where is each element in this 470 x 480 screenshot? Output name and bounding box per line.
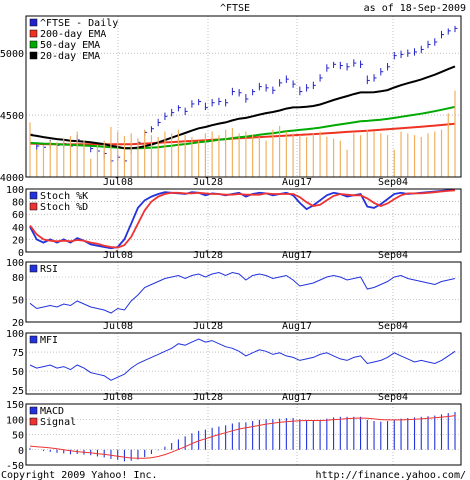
y-tick-label: 100 xyxy=(6,329,24,340)
y-tick-label: 100 xyxy=(6,258,24,269)
y-tick-label: 20 xyxy=(12,235,24,246)
x-tick-label: Aug17 xyxy=(282,321,312,332)
legend-label: ^FTSE - Daily xyxy=(40,18,118,29)
series-line-50-day-ema xyxy=(29,105,456,150)
x-tick-label: Jul28 xyxy=(193,321,223,332)
y-tick-label: 50 xyxy=(12,367,24,378)
y-tick-label: 0 xyxy=(18,248,24,259)
y-tick-label: 75 xyxy=(12,348,24,359)
legend-swatch xyxy=(29,29,38,38)
chart-symbol: ^FTSE xyxy=(220,3,250,14)
y-tick-label: 4500 xyxy=(0,111,24,122)
legend-label: Stoch %K xyxy=(40,191,88,202)
legend-label: Stoch %D xyxy=(40,202,88,213)
series-line-20-day-ema xyxy=(29,65,456,150)
y-tick-label: 100 xyxy=(6,185,24,196)
x-tick-label: Jul28 xyxy=(193,392,223,403)
y-tick-label: 150 xyxy=(6,400,24,411)
y-tick-label: 40 xyxy=(12,223,24,234)
y-tick-label: 5000 xyxy=(0,49,24,60)
x-tick-label: Sep04 xyxy=(378,392,408,403)
x-tick-label: Jul08 xyxy=(103,250,133,261)
x-tick-label: Jul28 xyxy=(193,250,223,261)
x-tick-label: Sep04 xyxy=(378,250,408,261)
y-tick-label: 80 xyxy=(12,273,24,284)
panel-frame xyxy=(25,332,462,395)
x-tick-label: Jul08 xyxy=(103,392,133,403)
legend-label: MFI xyxy=(40,335,58,346)
y-tick-label: 4000 xyxy=(0,173,24,184)
legend-label: Signal xyxy=(40,417,76,428)
legend-swatch xyxy=(29,191,38,200)
panel-frame xyxy=(25,403,462,466)
x-tick-label: Jul08 xyxy=(103,177,133,188)
legend-swatch xyxy=(29,264,38,273)
legend-label: RSI xyxy=(40,264,58,275)
legend: MFI xyxy=(29,335,58,346)
panel-frame xyxy=(25,261,462,323)
x-tick-label: Aug17 xyxy=(282,250,312,261)
series-line-signal xyxy=(29,415,456,459)
y-tick-label: 20 xyxy=(12,318,24,329)
y-tick-label: 0 xyxy=(18,446,24,457)
series-line-200-day-ema xyxy=(29,122,456,146)
series-line-stoch-d xyxy=(29,189,456,249)
legend: RSI xyxy=(29,264,58,275)
legend-swatch xyxy=(29,417,38,426)
legend-label: MACD xyxy=(40,406,64,417)
legend-swatch xyxy=(29,51,38,60)
x-tick-label: Jul28 xyxy=(193,177,223,188)
y-tick-label: 80 xyxy=(12,198,24,209)
legend-swatch xyxy=(29,40,38,49)
copyright-text: Copyright 2009 Yahoo! Inc. xyxy=(1,470,158,480)
panel-price: 4000 4500 5000 Jul08 Jul28 Aug17 Sep04 ^FTSE - … xyxy=(0,15,462,188)
x-tick-label: Aug17 xyxy=(282,392,312,403)
legend-label: 20-day EMA xyxy=(40,51,100,62)
y-tick-label: 50 xyxy=(12,296,24,307)
y-tick-label: 60 xyxy=(12,210,24,221)
panel-mfi: 25 50 75 100 Jul08 Jul28 Aug17 Sep04 MFI xyxy=(6,329,462,403)
y-tick-label: 25 xyxy=(12,386,24,397)
x-tick-label: Aug17 xyxy=(282,177,312,188)
y-tick-label: -50 xyxy=(6,461,24,472)
y-tick-label: 100 xyxy=(6,415,24,426)
legend-swatch xyxy=(29,18,38,27)
series-line-mfi xyxy=(29,338,456,381)
x-tick-label: Sep04 xyxy=(378,321,408,332)
panel-frame xyxy=(25,15,462,178)
x-tick-label: Jul08 xyxy=(103,321,133,332)
series-line-rsi xyxy=(29,271,456,314)
legend-label: 50-day EMA xyxy=(40,40,100,51)
panel-rsi: 20 50 80 100 Jul08 Jul28 Aug17 Sep04 RSI xyxy=(6,258,462,332)
legend-swatch xyxy=(29,202,38,211)
legend-swatch xyxy=(29,406,38,415)
y-tick-label: 50 xyxy=(12,431,24,442)
legend-swatch xyxy=(29,335,38,344)
x-tick-label: Sep04 xyxy=(378,177,408,188)
legend-label: 200-day EMA xyxy=(40,29,106,40)
chart-asof: as of 18-Sep-2009 xyxy=(364,3,466,14)
source-url: http://finance.yahoo.com/ xyxy=(315,470,466,480)
panel-frame xyxy=(25,188,462,253)
